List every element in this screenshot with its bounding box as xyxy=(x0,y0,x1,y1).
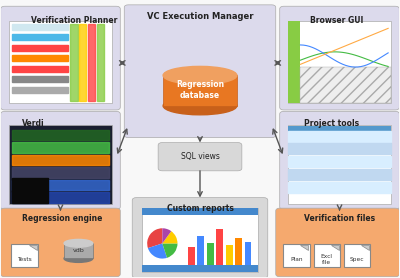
FancyBboxPatch shape xyxy=(124,5,276,138)
Bar xyxy=(12,192,109,203)
Text: vdb: vdb xyxy=(72,248,84,253)
Bar xyxy=(12,180,109,190)
Ellipse shape xyxy=(64,255,93,262)
Ellipse shape xyxy=(163,97,237,115)
Bar xyxy=(163,75,237,106)
Bar xyxy=(288,21,300,103)
FancyBboxPatch shape xyxy=(1,111,120,210)
Text: Tests: Tests xyxy=(17,257,32,262)
Text: Verification Planner: Verification Planner xyxy=(30,16,117,25)
Bar xyxy=(12,45,68,51)
Ellipse shape xyxy=(64,239,93,247)
FancyBboxPatch shape xyxy=(288,125,391,204)
Bar xyxy=(88,24,95,101)
FancyBboxPatch shape xyxy=(10,125,112,204)
Bar xyxy=(12,178,48,203)
Bar xyxy=(12,130,109,140)
Text: Plan: Plan xyxy=(290,257,303,262)
FancyBboxPatch shape xyxy=(344,244,370,267)
FancyBboxPatch shape xyxy=(142,208,258,272)
Text: Custom reports: Custom reports xyxy=(166,204,234,213)
Polygon shape xyxy=(28,245,36,250)
Bar xyxy=(12,24,68,30)
Bar xyxy=(142,208,258,215)
Bar xyxy=(288,169,391,180)
Text: SQL views: SQL views xyxy=(180,152,220,161)
Bar xyxy=(79,24,86,101)
Text: VC Execution Manager: VC Execution Manager xyxy=(147,12,253,21)
FancyBboxPatch shape xyxy=(158,143,242,171)
FancyBboxPatch shape xyxy=(288,21,391,103)
FancyBboxPatch shape xyxy=(132,198,268,278)
Bar xyxy=(97,24,104,101)
FancyBboxPatch shape xyxy=(280,111,399,210)
Bar xyxy=(12,66,68,72)
Polygon shape xyxy=(300,245,308,250)
Text: Verdi: Verdi xyxy=(22,119,44,128)
FancyBboxPatch shape xyxy=(283,244,310,267)
FancyBboxPatch shape xyxy=(276,208,399,277)
Polygon shape xyxy=(331,245,339,250)
Text: Regression
database: Regression database xyxy=(176,80,224,100)
FancyBboxPatch shape xyxy=(280,6,399,110)
Bar xyxy=(142,265,258,272)
Text: Spec: Spec xyxy=(350,257,364,262)
Bar xyxy=(12,155,109,165)
FancyBboxPatch shape xyxy=(12,244,38,267)
FancyBboxPatch shape xyxy=(10,21,112,103)
Bar xyxy=(288,156,391,167)
Bar xyxy=(288,182,391,193)
Text: Project tools: Project tools xyxy=(304,119,360,128)
Text: Regression engine: Regression engine xyxy=(22,214,102,223)
Bar xyxy=(12,55,68,61)
Text: Excl
file: Excl file xyxy=(321,254,333,265)
Bar xyxy=(288,126,391,133)
Bar xyxy=(288,143,391,155)
FancyBboxPatch shape xyxy=(314,244,340,267)
Bar xyxy=(12,167,109,178)
Bar xyxy=(12,76,68,82)
Bar xyxy=(288,131,391,142)
Bar xyxy=(12,87,68,93)
Bar xyxy=(64,243,93,259)
Text: Browser GUI: Browser GUI xyxy=(310,16,363,25)
Ellipse shape xyxy=(163,66,237,84)
Polygon shape xyxy=(361,245,369,250)
Bar xyxy=(12,142,109,153)
FancyBboxPatch shape xyxy=(1,208,120,277)
Bar xyxy=(300,67,391,103)
Bar xyxy=(70,24,78,101)
Text: Verification files: Verification files xyxy=(304,214,376,223)
Bar xyxy=(12,34,68,40)
FancyBboxPatch shape xyxy=(1,6,120,110)
